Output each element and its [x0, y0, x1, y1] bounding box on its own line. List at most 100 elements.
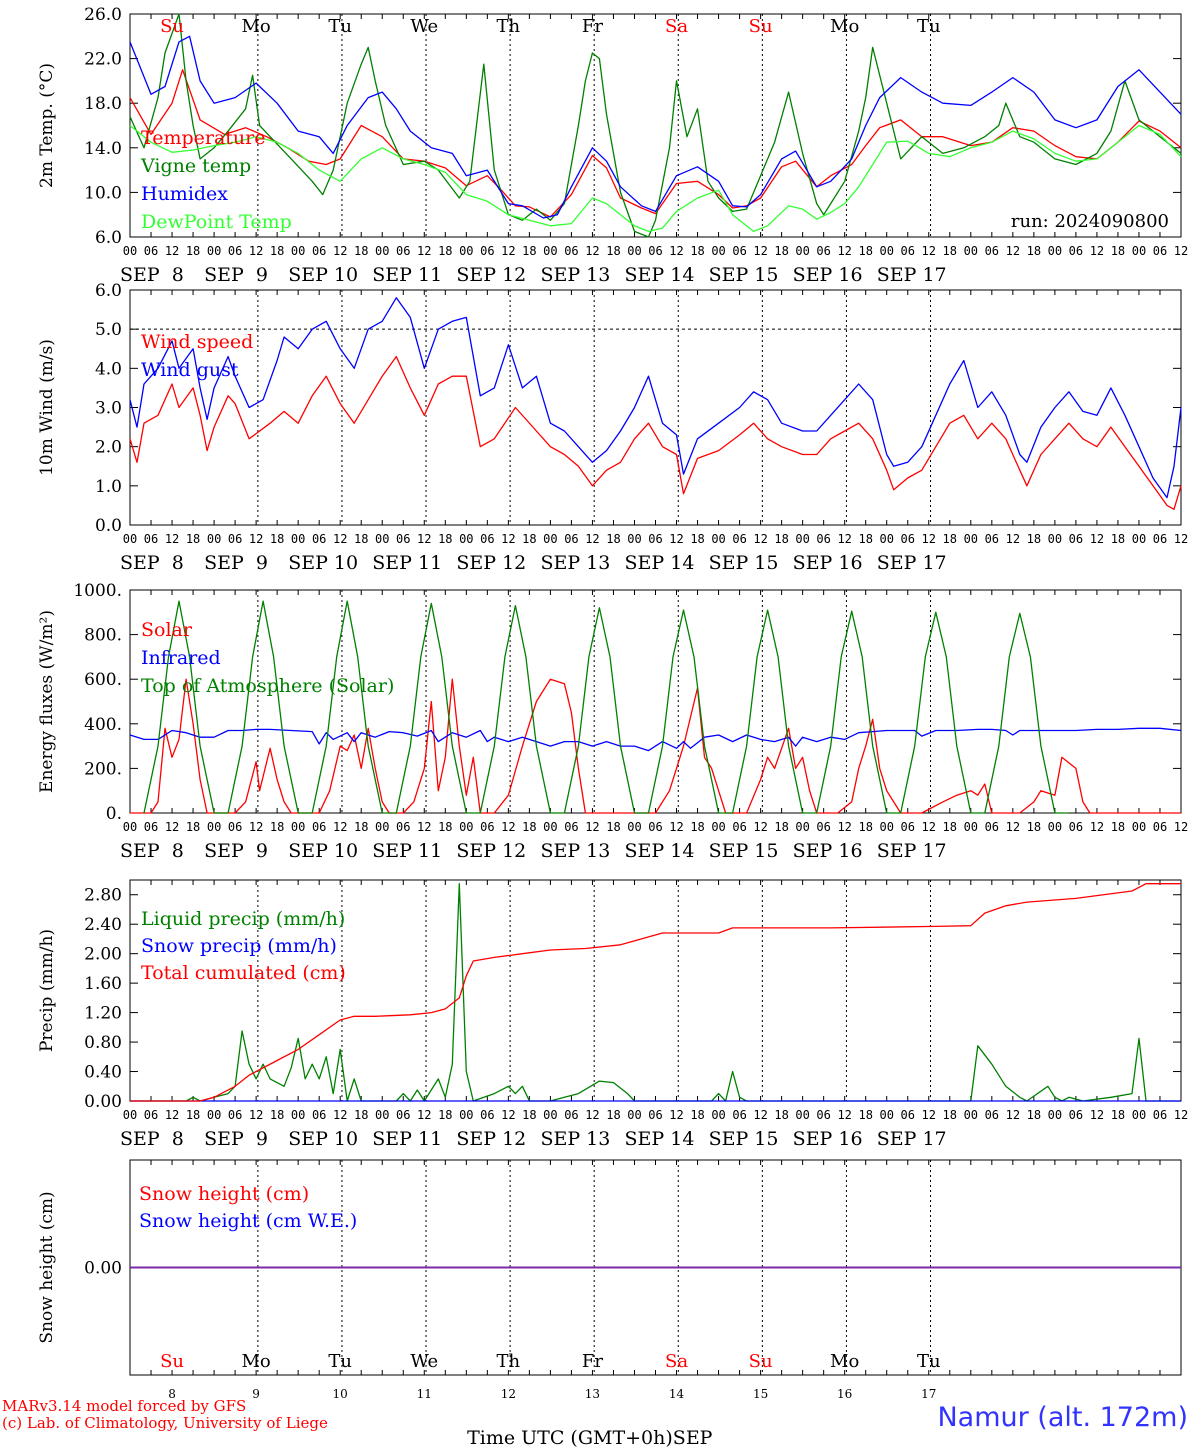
x-axis-label: Time UTC (GMT+0h) [467, 1427, 673, 1449]
hour-tick-label: 06 [732, 532, 746, 546]
weekday-label: Tu [328, 16, 352, 37]
hour-tick-label: 18 [690, 820, 704, 834]
date-label: SEP 8 [120, 552, 184, 574]
hour-tick-label: 18 [606, 532, 620, 546]
hour-tick-label: 18 [858, 532, 872, 546]
hour-tick-label: 06 [901, 244, 915, 258]
hour-tick-label: 00 [627, 244, 641, 258]
plot-frame [129, 13, 1182, 238]
hour-tick-label: 12 [165, 532, 179, 546]
weekday-label: We [410, 1351, 438, 1372]
hour-tick-label: 18 [354, 1108, 368, 1122]
y-tick-label: 1.60 [84, 974, 122, 994]
hour-tick-label: 06 [312, 244, 326, 258]
hour-tick-label: 06 [312, 532, 326, 546]
date-label: SEP 11 [372, 264, 442, 286]
date-label: SEP 14 [625, 264, 695, 286]
hour-tick-label: 18 [1027, 244, 1041, 258]
hour-tick-label: 18 [858, 1108, 872, 1122]
weekday-label: We [410, 16, 438, 37]
hour-tick-label: 06 [1069, 820, 1083, 834]
hour-tick-label: 12 [922, 532, 936, 546]
legend-entry: Top of Atmosphere (Solar) [141, 675, 394, 697]
hour-tick-label: 00 [711, 244, 725, 258]
hour-tick-label: 00 [627, 532, 641, 546]
date-label: SEP 17 [877, 264, 947, 286]
panel-2 [129, 289, 1182, 526]
series-line [129, 297, 1182, 499]
series-line [129, 727, 1182, 752]
hour-tick-label: 12 [669, 820, 683, 834]
date-label: SEP 10 [288, 552, 358, 574]
hour-tick-label: 18 [943, 244, 957, 258]
hour-tick-label: 18 [270, 244, 284, 258]
hour-tick-label: 18 [522, 820, 536, 834]
date-label: SEP 10 [288, 840, 358, 862]
date-label: SEP 14 [625, 552, 695, 574]
day-number-label: 16 [837, 1387, 852, 1401]
y-tick-label: 800. [84, 626, 122, 646]
hour-tick-label: 12 [501, 244, 515, 258]
date-label: SEP 13 [540, 552, 610, 574]
weekday-label: Sa [665, 16, 688, 37]
hour-tick-label: 00 [291, 244, 305, 258]
hour-tick-label: 00 [795, 1108, 809, 1122]
weekday-label: Mo [830, 16, 859, 37]
series-line [129, 13, 1182, 238]
y-tick-label: 0.00 [84, 1259, 122, 1279]
hour-tick-label: 18 [943, 1108, 957, 1122]
y-axis-label: Energy fluxes (W/m²) [37, 610, 57, 793]
weekday-label: Th [497, 1351, 521, 1372]
hour-tick-label: 00 [207, 820, 221, 834]
hour-tick-label: 18 [690, 244, 704, 258]
hour-tick-label: 00 [543, 1108, 557, 1122]
series-line [130, 883, 1181, 1102]
legend-entry: Wind gust [141, 359, 239, 381]
day-number-label: 13 [585, 1387, 600, 1401]
hour-tick-label: 18 [1027, 1108, 1041, 1122]
hour-tick-label: 12 [333, 244, 347, 258]
station-label: Namur (alt. 172m) [937, 1402, 1188, 1433]
y-tick-label: 1.20 [84, 1004, 122, 1024]
weekday-label: Tu [917, 16, 941, 37]
hour-tick-label: 00 [543, 532, 557, 546]
day-number-label: 14 [669, 1387, 685, 1401]
hour-tick-label: 18 [354, 244, 368, 258]
hour-tick-label: 18 [438, 532, 452, 546]
hour-tick-label: 06 [816, 532, 830, 546]
hour-tick-label: 12 [585, 244, 599, 258]
y-tick-label: 5.0 [95, 320, 122, 340]
hour-tick-label: 06 [228, 1108, 242, 1122]
hour-tick-label: 12 [1006, 820, 1020, 834]
y-axis-label: 10m Wind (m/s) [37, 339, 57, 476]
date-label: SEP 14 [625, 1128, 695, 1150]
hour-tick-label: 00 [879, 532, 893, 546]
hour-tick-label: 00 [879, 1108, 893, 1122]
hour-tick-label: 00 [207, 532, 221, 546]
hour-tick-label: 06 [732, 244, 746, 258]
hour-tick-label: 12 [501, 1108, 515, 1122]
y-tick-label: 200. [84, 759, 122, 779]
legend-entry: Snow height (cm W.E.) [139, 1210, 357, 1232]
hour-tick-label: 18 [438, 820, 452, 834]
date-label: SEP 16 [793, 1128, 863, 1150]
hour-tick-label: 00 [964, 244, 978, 258]
y-tick-label: 6.0 [95, 228, 122, 248]
date-label: SEP 8 [120, 840, 184, 862]
hour-tick-label: 12 [922, 244, 936, 258]
hour-tick-label: 00 [795, 244, 809, 258]
hour-tick-label: 18 [1027, 820, 1041, 834]
hour-tick-label: 18 [438, 1108, 452, 1122]
day-number-label: 15 [753, 1387, 768, 1401]
hour-tick-label: 00 [375, 1108, 389, 1122]
y-tick-label: 18.0 [84, 94, 122, 114]
hour-tick-label: 18 [354, 820, 368, 834]
y-tick-label: 2.00 [84, 945, 122, 965]
date-label: SEP 9 [204, 552, 268, 574]
day-number-label: 17 [921, 1387, 936, 1401]
hour-tick-label: 06 [816, 244, 830, 258]
legend-entry: Vigne temp [140, 155, 251, 177]
hour-tick-label: 06 [228, 532, 242, 546]
model-line: MARv3.14 model forced by GFS [2, 1397, 247, 1415]
y-tick-label: 0.40 [84, 1063, 122, 1083]
